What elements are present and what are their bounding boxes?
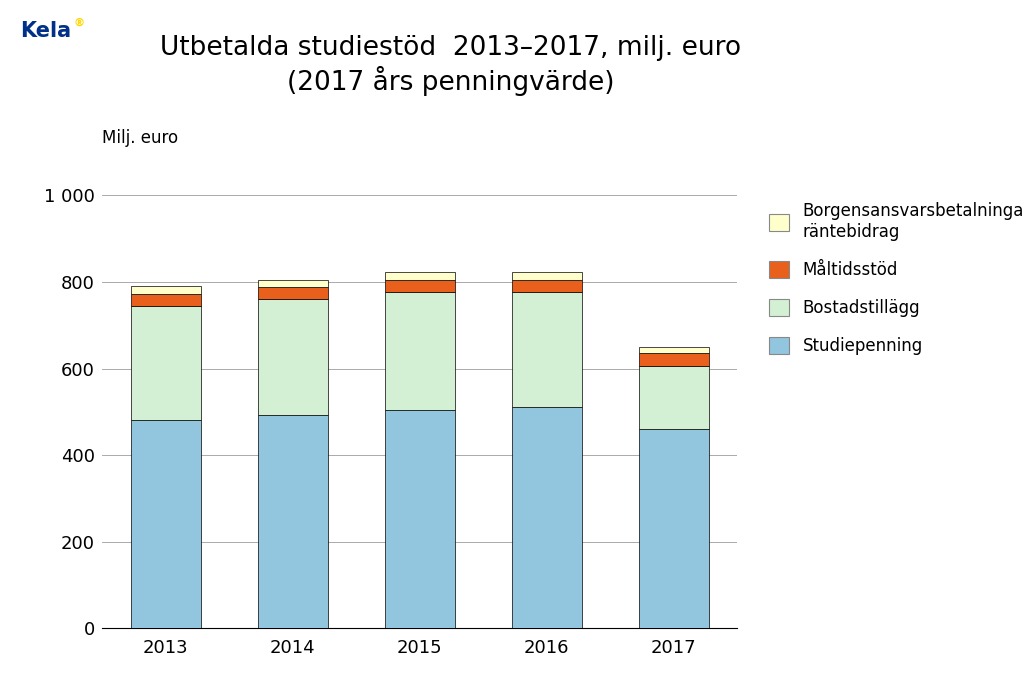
Bar <box>639 347 709 353</box>
Bar <box>512 272 582 280</box>
Bar <box>385 272 455 280</box>
Bar <box>639 366 709 429</box>
Bar <box>639 353 709 366</box>
Bar <box>385 292 455 410</box>
Bar <box>512 408 582 628</box>
Bar <box>258 415 328 628</box>
Bar <box>385 280 455 292</box>
Bar <box>258 287 328 299</box>
Bar <box>258 280 328 287</box>
Bar <box>131 286 201 294</box>
Bar <box>512 280 582 292</box>
Text: ®: ® <box>74 17 85 27</box>
Bar <box>385 410 455 628</box>
Text: Kela: Kela <box>20 21 72 41</box>
Legend: Borgensansvarsbetalningar,
räntebidrag, Måltidsstöd, Bostadstillägg, Studiepenni: Borgensansvarsbetalningar, räntebidrag, … <box>763 195 1024 362</box>
Bar <box>639 429 709 628</box>
Text: Utbetalda studiestöd  2013–2017, milj. euro
(2017 års penningvärde): Utbetalda studiestöd 2013–2017, milj. eu… <box>160 35 741 96</box>
Bar <box>131 306 201 420</box>
Bar <box>131 294 201 306</box>
Bar <box>258 299 328 415</box>
Bar <box>131 420 201 628</box>
Bar <box>512 292 582 408</box>
Text: Milj. euro: Milj. euro <box>102 128 178 147</box>
